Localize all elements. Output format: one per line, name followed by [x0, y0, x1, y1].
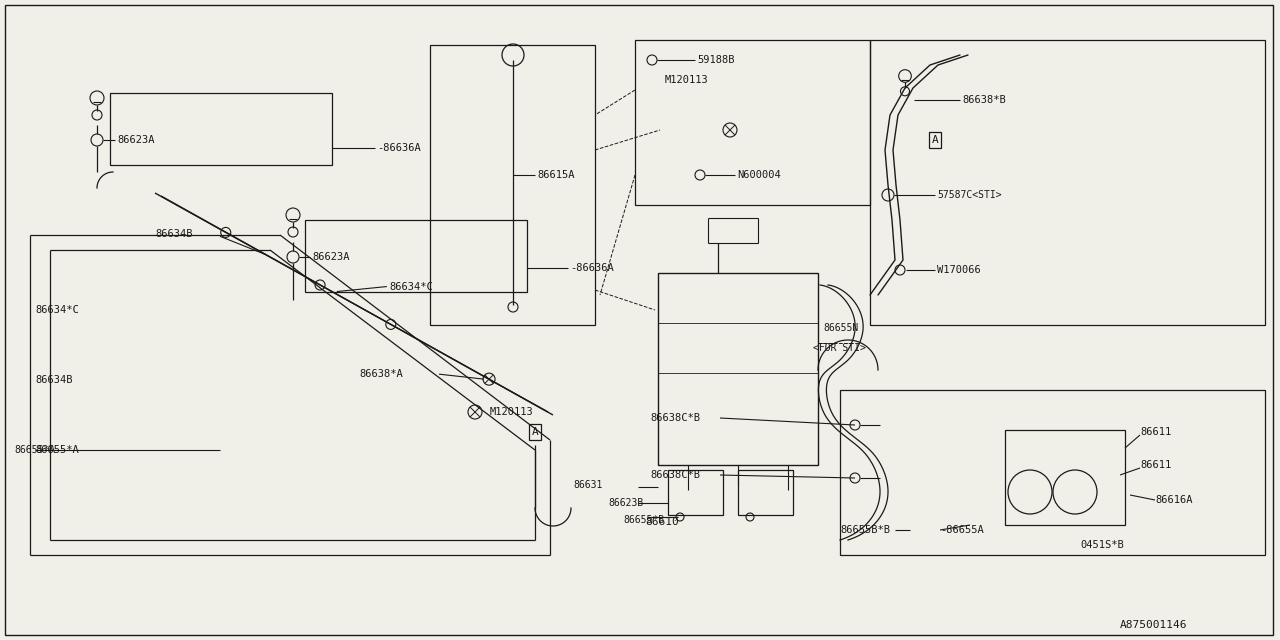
Text: 86616A: 86616A — [1155, 495, 1193, 505]
Bar — [739, 470, 794, 515]
Text: M120113: M120113 — [666, 75, 709, 85]
Text: 86638*A: 86638*A — [360, 369, 403, 379]
Text: 86655*A: 86655*A — [14, 445, 55, 455]
Text: 86631: 86631 — [573, 480, 603, 490]
Text: 86634B: 86634B — [35, 375, 73, 385]
Text: 86610: 86610 — [645, 517, 678, 527]
Text: M120113: M120113 — [490, 407, 534, 417]
Bar — [1005, 430, 1125, 525]
Text: -86655A: -86655A — [940, 525, 984, 535]
Text: 86623A: 86623A — [116, 135, 155, 145]
Text: 59188B: 59188B — [698, 55, 735, 65]
Text: 86623B: 86623B — [608, 498, 644, 508]
Text: 86634*C: 86634*C — [390, 282, 434, 292]
Text: A: A — [932, 135, 938, 145]
Text: 86638C*B: 86638C*B — [650, 470, 700, 480]
Text: 86611: 86611 — [1140, 427, 1171, 437]
Text: 86655*A: 86655*A — [35, 445, 79, 455]
Text: A875001146: A875001146 — [1120, 620, 1188, 630]
Bar — [430, 45, 595, 325]
Bar — [635, 40, 870, 205]
Text: 86611: 86611 — [1140, 460, 1171, 470]
Text: 86655B*B: 86655B*B — [840, 525, 890, 535]
Text: 86638*B: 86638*B — [963, 95, 1006, 105]
Bar — [110, 93, 332, 165]
Bar — [840, 390, 1265, 555]
Text: 86615A: 86615A — [538, 170, 575, 180]
Text: 57587C<STI>: 57587C<STI> — [937, 190, 1002, 200]
Text: 0451S*B: 0451S*B — [1080, 540, 1124, 550]
Text: 86634*C: 86634*C — [35, 305, 79, 315]
Text: 86655*B: 86655*B — [623, 515, 664, 525]
Text: 86634B: 86634B — [155, 229, 192, 239]
Text: -86636A: -86636A — [378, 143, 421, 153]
Text: N600004: N600004 — [737, 170, 781, 180]
Bar — [870, 40, 1265, 325]
Bar — [658, 273, 818, 465]
Text: 86655N: 86655N — [823, 323, 859, 333]
Text: 86638C*B: 86638C*B — [650, 413, 700, 423]
Text: W170066: W170066 — [937, 265, 980, 275]
Text: A: A — [531, 427, 539, 437]
Bar — [668, 470, 723, 515]
Text: -86636A: -86636A — [570, 263, 613, 273]
Text: 86623A: 86623A — [312, 252, 349, 262]
Text: <FOR STI>: <FOR STI> — [813, 343, 865, 353]
Bar — [305, 220, 527, 292]
